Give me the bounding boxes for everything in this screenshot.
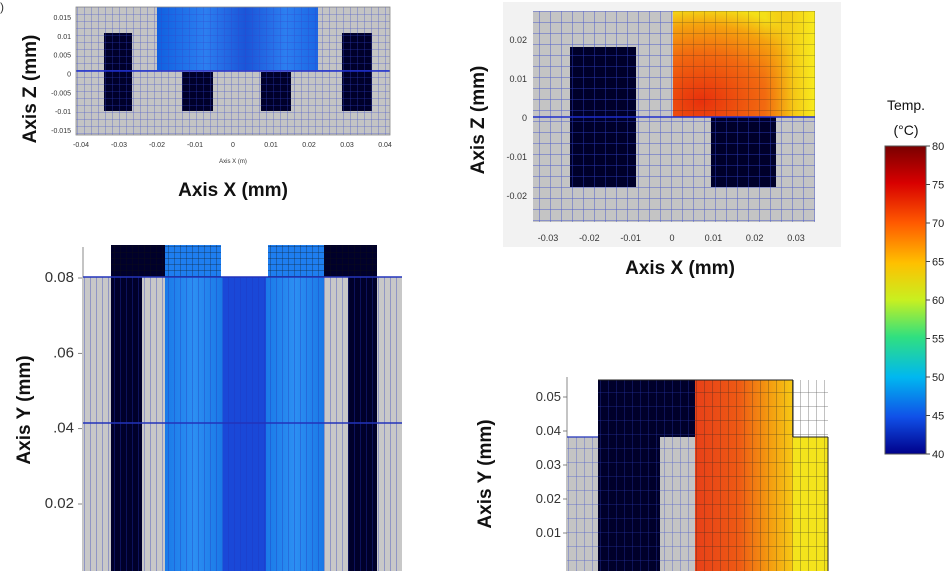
y-tick-label: 0.015 bbox=[53, 15, 71, 22]
y-tick-label: 0.01 bbox=[536, 525, 561, 540]
x-tick-label: -0.03 bbox=[538, 233, 559, 243]
xlabel-small-tl: Axis X (m) bbox=[219, 159, 247, 165]
colorbar-gradient bbox=[884, 145, 927, 455]
y-tick-label: 0.04 bbox=[536, 423, 561, 438]
colorbar-tick-label: 65 bbox=[932, 257, 944, 269]
x-tick-label: 0.04 bbox=[378, 142, 392, 149]
y-tick-label: 0.02 bbox=[536, 491, 561, 506]
colorbar-tick-label: 40 bbox=[932, 449, 944, 461]
y-tick-label: 0 bbox=[522, 113, 527, 123]
mesh-grid-br bbox=[567, 437, 598, 571]
colorbar-title: Temp. bbox=[887, 97, 925, 113]
x-tick-label: 0.03 bbox=[787, 233, 805, 243]
x-tick-label: -0.04 bbox=[73, 142, 89, 149]
x-tick-label: 0.01 bbox=[264, 142, 278, 149]
y-tick-label: 0.02 bbox=[45, 495, 74, 512]
x-tick-label: -0.01 bbox=[620, 233, 641, 243]
x-tick-label: 0.02 bbox=[302, 142, 316, 149]
chart-top-left: 0.015 0.01 0.005 0 -0.005 -0.01 -0.015 -0.04 -0… bbox=[20, 6, 392, 201]
y-tick-label: -0.01 bbox=[55, 109, 71, 116]
y-tick-label: 0.05 bbox=[536, 389, 561, 404]
y-tick-label: 0.005 bbox=[53, 53, 71, 60]
y-tick-label: 0.08 bbox=[45, 269, 74, 286]
colorbar-unit: (°C) bbox=[893, 122, 918, 138]
ylabel-tr: Axis Z (mm) bbox=[468, 66, 489, 175]
x-tick-label: 0 bbox=[231, 142, 235, 149]
colorbar-tick-label: 80 bbox=[932, 141, 944, 153]
chart-bottom-left: 0.08 .06 .04 0.02 Axis Y (mm) bbox=[14, 245, 402, 571]
mesh-grid-br bbox=[660, 437, 695, 571]
y-tick-label: 0.03 bbox=[536, 457, 561, 472]
axes-frame-tl bbox=[75, 6, 391, 136]
y-tick-label: 0.01 bbox=[57, 34, 71, 41]
colorbar-tick-label: 70 bbox=[932, 218, 944, 230]
y-tick-label: -0.005 bbox=[51, 90, 71, 97]
cap-grid bbox=[111, 245, 221, 277]
x-tick-label: -0.03 bbox=[111, 142, 127, 149]
y-tick-label: 0.02 bbox=[509, 35, 527, 45]
xlabel-tl: Axis X (mm) bbox=[178, 180, 288, 201]
x-tick-label: 0.02 bbox=[746, 233, 764, 243]
x-tick-label: 0.03 bbox=[340, 142, 354, 149]
y-tick-label: -0.015 bbox=[51, 128, 71, 135]
panel-mark: ) bbox=[0, 0, 4, 14]
x-tick-label: 0.01 bbox=[705, 233, 723, 243]
mesh-grid-bl bbox=[83, 277, 402, 571]
colorbar-tick-label: 45 bbox=[932, 411, 944, 423]
x-tick-label: -0.02 bbox=[149, 142, 165, 149]
y-tick-label: .06 bbox=[53, 344, 74, 361]
colorbar: Temp. (°C) 80 75 70 65 60 55 50 45 40 bbox=[884, 97, 944, 461]
ylabel-tl: Axis Z (mm) bbox=[20, 35, 41, 144]
mesh-grid-tr-low bbox=[673, 117, 815, 222]
chart-bottom-right: 0.05 0.04 0.03 0.02 0.01 Axis Y (mm) bbox=[475, 377, 829, 571]
colorbar-tick-label: 75 bbox=[932, 180, 944, 192]
cap-grid bbox=[268, 245, 377, 277]
y-tick-label: -0.01 bbox=[506, 152, 527, 162]
chart-top-right: 0.02 0.01 0 -0.01 -0.02 -0.03 -0.02 -0.01 0 0.01… bbox=[468, 2, 841, 279]
ylabel-br: Axis Y (mm) bbox=[475, 419, 496, 528]
x-tick-label: -0.02 bbox=[579, 233, 600, 243]
y-tick-label: 0.01 bbox=[509, 74, 527, 84]
mesh-grid-br-hot bbox=[695, 380, 828, 571]
y-tick-label: -0.02 bbox=[506, 191, 527, 201]
mesh-grid-hot-tr bbox=[673, 11, 815, 117]
colorbar-tick-label: 50 bbox=[932, 372, 944, 384]
y-tick-label: .04 bbox=[53, 420, 74, 437]
y-tick-label: 0 bbox=[67, 72, 71, 79]
xlabel-tr: Axis X (mm) bbox=[625, 258, 735, 279]
colorbar-tick-label: 55 bbox=[932, 334, 944, 346]
x-tick-label: -0.01 bbox=[187, 142, 203, 149]
ylabel-bl: Axis Y (mm) bbox=[14, 355, 35, 464]
colorbar-tick-label: 60 bbox=[932, 295, 944, 307]
x-tick-label: 0 bbox=[669, 233, 674, 243]
